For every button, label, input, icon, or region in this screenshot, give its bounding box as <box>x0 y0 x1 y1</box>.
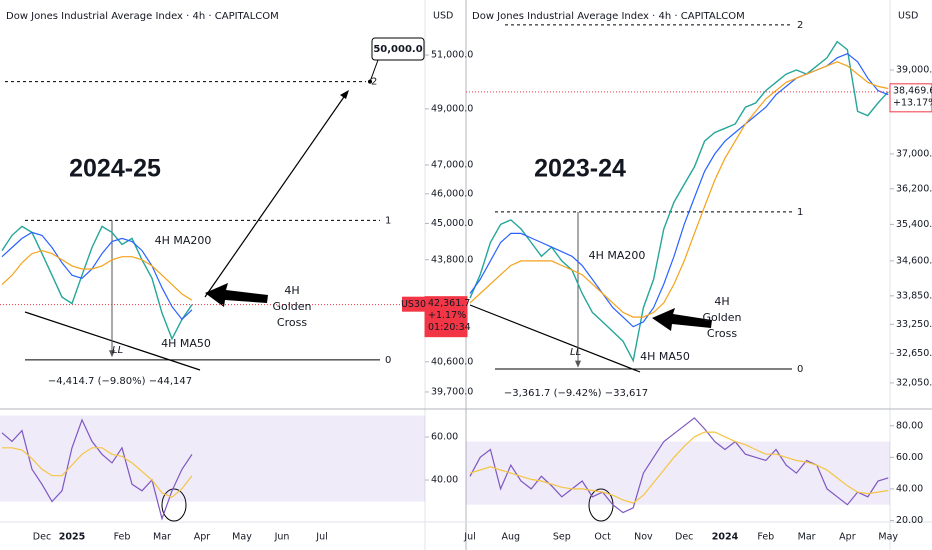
rsi-band <box>466 441 890 505</box>
price-text: +13.17% <box>893 97 932 108</box>
y-tick-label: 60.00 <box>431 432 458 443</box>
symbol-box <box>402 296 425 312</box>
golden-cross-arrow <box>652 308 712 331</box>
x-tick-label: Apr <box>194 532 211 543</box>
symbol-text: US30 <box>401 299 426 310</box>
measure-arrow <box>575 360 581 368</box>
y-tick-label: 40,600.0 <box>431 356 473 367</box>
x-tick-label: Jun <box>274 532 290 543</box>
golden-cross-arrow <box>205 283 268 307</box>
measure-arrow <box>109 350 115 358</box>
series-line <box>469 417 889 514</box>
ma-label: 4H MA200 <box>589 249 646 262</box>
y-axis-unit: USD <box>433 11 453 22</box>
y-tick-label: 34,600.0 <box>896 255 932 266</box>
rsi-circle <box>161 488 187 522</box>
arrow-head <box>340 90 349 99</box>
fib-level-label: 1 <box>797 207 803 218</box>
fib-level-label: 2 <box>797 20 803 31</box>
y-tick-label: 51,000.0 <box>431 50 473 61</box>
target-label: 50,000.0 <box>373 44 422 55</box>
series-line <box>469 61 889 318</box>
golden-cross-label: Golden <box>702 311 741 324</box>
y-tick-label: 47,000.0 <box>431 159 473 170</box>
y-tick-label: 39,000.0 <box>896 64 932 75</box>
x-tick-label: Mar <box>153 532 171 543</box>
x-tick-label: Mar <box>798 532 816 543</box>
x-tick-label: 2024 <box>712 532 739 543</box>
x-tick-label: May <box>232 532 252 543</box>
ll-label: LL <box>570 347 581 358</box>
price-text: 01:20:34 <box>428 322 471 333</box>
x-tick-label: Oct <box>594 532 611 543</box>
x-tick-label: Apr <box>839 532 856 543</box>
price-box <box>424 296 468 338</box>
y-tick-label: 40.00 <box>896 483 923 494</box>
golden-cross-label: Cross <box>707 327 737 340</box>
x-tick-label: Feb <box>114 532 131 543</box>
chart-title: Dow Jones Industrial Average Index · 4h … <box>472 11 745 22</box>
price-text: 42,361.7 <box>428 298 470 309</box>
period-label: 2024-25 <box>69 155 161 183</box>
y-tick-label: 45,000.0 <box>431 218 473 229</box>
y-tick-label: 40.00 <box>431 475 458 486</box>
y-tick-label: 32,650.0 <box>896 348 932 359</box>
ma-label: 4H MA200 <box>155 234 212 247</box>
y-tick-label: 49,000.0 <box>431 103 473 114</box>
y-tick-label: 60.00 <box>896 452 923 463</box>
series-line <box>1 249 193 301</box>
projection-arrow <box>204 93 347 298</box>
fib-level-label: 0 <box>385 355 391 366</box>
x-tick-label: Sep <box>553 532 571 543</box>
price-box <box>889 83 932 113</box>
y-tick-label: 36,200.0 <box>896 183 932 194</box>
y-tick-label: 39,700.0 <box>431 386 473 397</box>
measure-label: −4,414.7 (−9.80%) −44,147 <box>48 376 192 387</box>
y-tick-label: 37,000.0 <box>896 148 932 159</box>
fib-level-label: 0 <box>797 364 803 375</box>
y-tick-label: 33,850.0 <box>896 290 932 301</box>
fib-level-label: 1 <box>385 215 391 226</box>
y-tick-label: 20.00 <box>896 515 923 526</box>
trendline <box>469 304 641 373</box>
x-tick-label: Dec <box>33 532 51 543</box>
x-tick-label: Jul <box>315 532 327 543</box>
golden-cross-label: 4H <box>284 284 299 297</box>
x-tick-label: Dec <box>675 532 693 543</box>
y-tick-label: 46,000.0 <box>431 188 473 199</box>
y-tick-label: 35,400.0 <box>896 219 932 230</box>
series-line <box>469 40 889 363</box>
series-line <box>2 447 193 498</box>
x-tick-label: Aug <box>502 532 521 543</box>
target-box <box>371 37 425 61</box>
series-line <box>1 231 193 321</box>
rsi-band <box>0 415 425 502</box>
y-tick-label: 32,050.0 <box>896 377 932 388</box>
fib-level-label: 2 <box>371 77 377 88</box>
period-label: 2023-24 <box>534 155 626 183</box>
y-tick-label: 33,250.0 <box>896 319 932 330</box>
y-axis-unit: USD <box>898 11 918 22</box>
chart-title: Dow Jones Industrial Average Index · 4h … <box>6 11 279 22</box>
measure-label: −3,361.7 (−9.42%) −33,617 <box>504 388 648 399</box>
series-line <box>1 225 193 341</box>
x-tick-label: 2025 <box>59 532 85 543</box>
target-pointer <box>369 59 379 82</box>
x-tick-label: May <box>878 532 898 543</box>
ll-label: LL <box>112 345 123 356</box>
x-tick-label: Nov <box>634 532 653 543</box>
price-text: 38,469.6 <box>893 85 932 96</box>
golden-cross-label: Cross <box>277 316 307 329</box>
x-tick-label: Feb <box>757 532 774 543</box>
price-text: +1.17% <box>428 310 466 321</box>
ma-label: 4H MA50 <box>161 337 211 350</box>
y-tick-label: 43,800.0 <box>431 254 473 265</box>
x-tick-label: Jul <box>463 532 475 543</box>
golden-cross-label: Golden <box>272 300 311 313</box>
y-tick-label: 80.00 <box>896 420 923 431</box>
ma-label: 4H MA50 <box>640 350 690 363</box>
series-line <box>469 431 889 504</box>
golden-cross-label: 4H <box>714 295 729 308</box>
